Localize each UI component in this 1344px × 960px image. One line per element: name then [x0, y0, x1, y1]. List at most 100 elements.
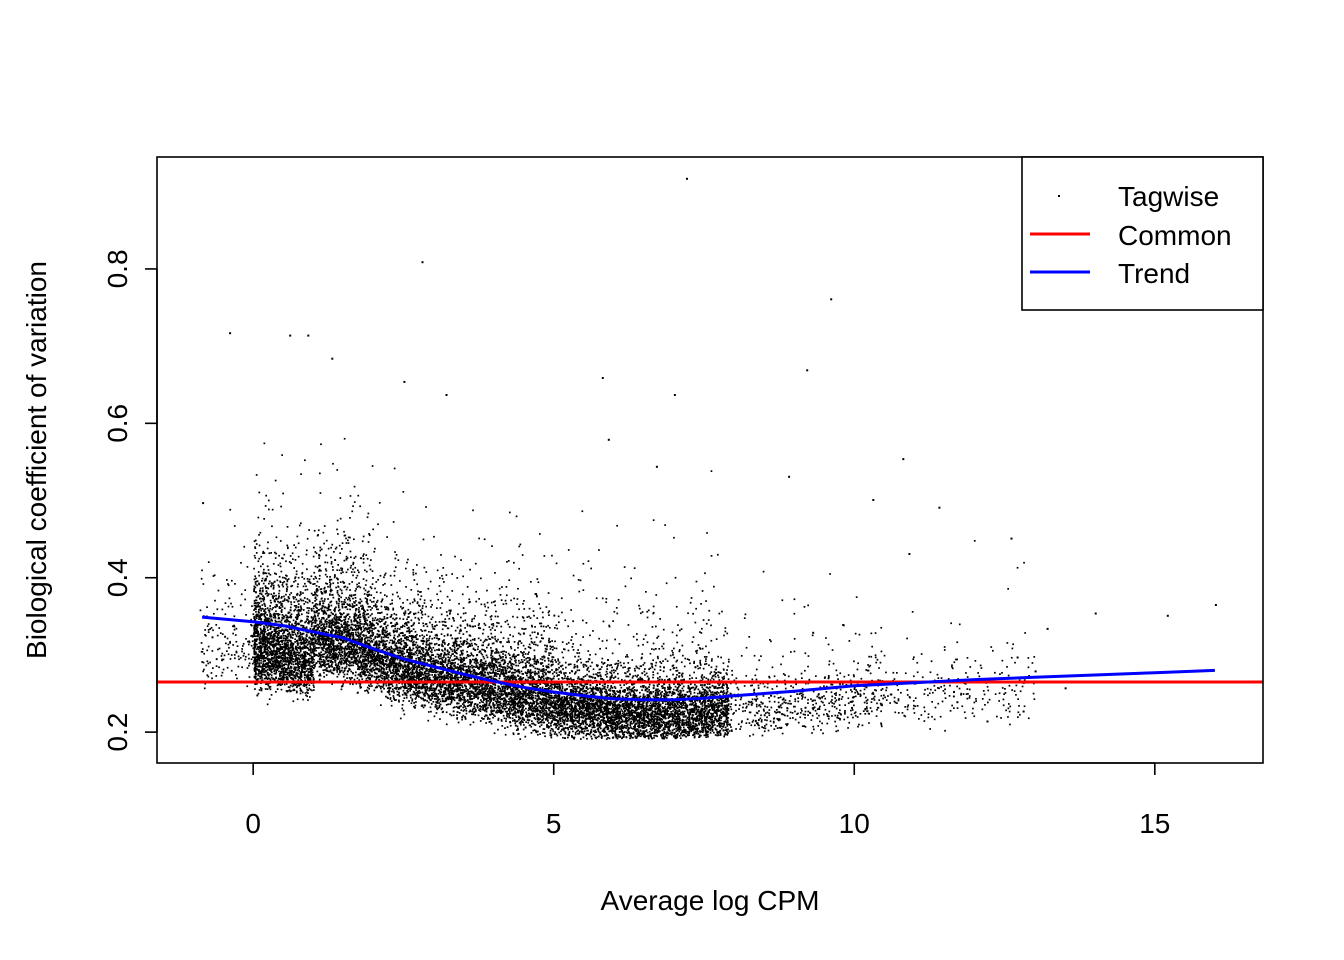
- data-point: [441, 707, 444, 709]
- data-point: [964, 683, 967, 685]
- data-point: [515, 670, 518, 673]
- data-point: [687, 712, 690, 715]
- data-point: [789, 717, 792, 720]
- data-point: [678, 728, 681, 731]
- data-point: [490, 623, 493, 626]
- data-point: [578, 718, 581, 721]
- data-point: [754, 714, 756, 717]
- data-point: [260, 655, 263, 657]
- data-point: [611, 732, 614, 735]
- data-point: [661, 721, 663, 724]
- data-point: [1009, 705, 1012, 708]
- data-point: [615, 733, 618, 736]
- data-point: [998, 700, 1000, 702]
- data-point: [566, 707, 568, 710]
- data-point: [396, 623, 399, 625]
- data-point: [331, 589, 333, 592]
- data-point: [270, 674, 273, 677]
- data-point: [319, 664, 322, 667]
- data-point: [693, 709, 696, 712]
- data-point: [614, 702, 616, 705]
- data-point: [479, 685, 482, 687]
- data-point: [619, 684, 622, 686]
- data-point: [263, 656, 266, 659]
- data-point: [578, 716, 580, 718]
- data-point: [304, 621, 306, 624]
- data-point: [454, 666, 457, 669]
- data-point: [612, 730, 615, 732]
- data-point: [442, 567, 445, 569]
- data-point: [364, 643, 367, 645]
- data-point: [253, 540, 256, 543]
- data-point: [375, 635, 377, 638]
- data-point: [703, 724, 706, 726]
- data-point: [916, 705, 919, 707]
- data-point: [691, 677, 693, 679]
- data-point: [656, 690, 658, 692]
- data-point: [835, 730, 838, 733]
- data-point: [629, 715, 631, 717]
- data-point: [664, 524, 666, 526]
- data-point: [413, 702, 415, 704]
- data-point: [537, 678, 540, 681]
- data-point: [257, 594, 260, 597]
- data-point: [650, 714, 653, 716]
- data-point: [268, 499, 270, 502]
- data-point: [346, 628, 348, 631]
- data-point: [264, 585, 267, 587]
- data-point: [727, 728, 729, 731]
- data-point: [437, 660, 439, 663]
- data-point: [298, 639, 301, 641]
- data-point: [255, 606, 257, 609]
- data-point: [341, 613, 344, 616]
- data-point: [649, 667, 652, 670]
- data-point: [293, 653, 295, 655]
- data-point: [648, 737, 650, 740]
- data-point: [596, 705, 599, 708]
- data-point: [529, 705, 531, 708]
- data-point: [647, 735, 649, 737]
- data-point: [334, 659, 337, 662]
- data-point: [433, 695, 436, 697]
- data-point: [471, 667, 474, 669]
- data-point: [549, 648, 552, 650]
- data-point: [362, 625, 365, 628]
- data-point: [638, 712, 641, 715]
- data-point: [443, 581, 445, 583]
- data-point: [509, 710, 511, 713]
- data-point: [357, 654, 359, 657]
- data-point: [622, 666, 624, 669]
- data-point: [866, 707, 868, 710]
- data-point: [462, 679, 465, 681]
- data-point: [410, 652, 413, 654]
- data-point: [371, 632, 374, 634]
- data-point: [537, 660, 539, 663]
- data-point: [450, 714, 453, 717]
- data-point: [477, 696, 480, 699]
- data-point: [687, 722, 690, 724]
- data-point: [270, 593, 273, 596]
- data-point: [533, 685, 536, 688]
- data-point: [605, 690, 608, 693]
- data-point: [542, 691, 545, 694]
- data-point: [592, 726, 595, 729]
- data-point: [325, 569, 328, 572]
- data-point: [298, 667, 301, 669]
- data-point: [269, 624, 272, 627]
- data-point: [548, 692, 550, 695]
- data-point: [305, 645, 308, 648]
- data-point: [626, 732, 629, 734]
- data-point: [541, 637, 543, 639]
- data-point: [548, 709, 550, 711]
- data-point: [392, 669, 394, 672]
- data-point: [606, 675, 608, 678]
- data-point: [776, 685, 778, 688]
- data-point: [716, 698, 718, 701]
- data-point: [282, 632, 284, 635]
- data-point: [497, 670, 499, 673]
- data-point: [409, 647, 411, 650]
- data-point: [453, 685, 455, 687]
- data-point: [669, 733, 672, 735]
- data-point: [455, 649, 458, 652]
- data-point: [294, 676, 296, 679]
